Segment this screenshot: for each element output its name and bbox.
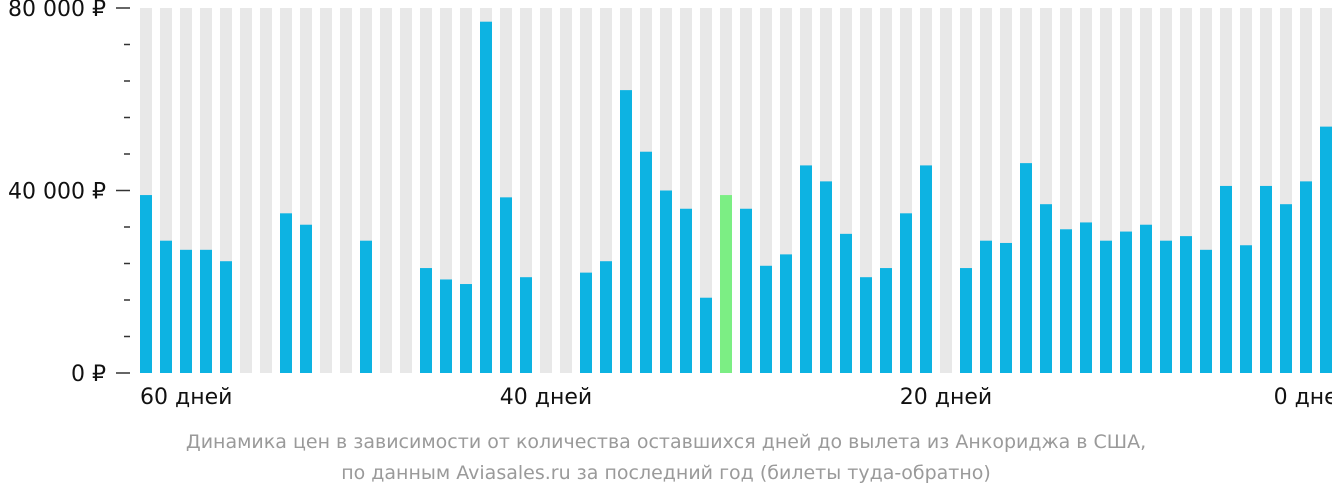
price-bar[interactable] <box>1260 185 1272 373</box>
background-column <box>260 8 272 373</box>
price-bar[interactable] <box>960 268 972 373</box>
price-bar[interactable] <box>1240 245 1252 373</box>
price-bar[interactable] <box>580 272 592 373</box>
price-bar[interactable] <box>980 240 992 373</box>
y-tick-label: 0 ₽ <box>71 362 106 387</box>
background-column <box>540 8 552 373</box>
price-bar[interactable] <box>700 297 712 373</box>
price-bar[interactable] <box>180 249 192 373</box>
x-tick-label: 60 дней <box>140 385 232 410</box>
price-bar[interactable] <box>200 249 212 373</box>
price-bar[interactable] <box>880 268 892 373</box>
price-bar[interactable] <box>360 240 372 373</box>
price-bar[interactable] <box>1320 126 1332 373</box>
x-tick-label: 40 дней <box>500 385 592 410</box>
background-column <box>320 8 332 373</box>
caption-line-1: Динамика цен в зависимости от количества… <box>185 431 1147 453</box>
price-bar[interactable] <box>140 195 152 373</box>
background-column <box>560 8 572 373</box>
y-axis: 80 000 ₽ 40 000 ₽ 0 ₽ <box>8 0 130 387</box>
price-bar[interactable] <box>660 190 672 374</box>
price-bar[interactable] <box>440 279 452 373</box>
price-bar[interactable] <box>1000 242 1012 373</box>
price-bar[interactable] <box>1300 181 1312 373</box>
price-bar[interactable] <box>1160 240 1172 373</box>
price-chart: 80 000 ₽ 40 000 ₽ 0 ₽ 60 дней 40 дней 20 дне… <box>8 0 1332 410</box>
price-bar[interactable] <box>500 197 512 373</box>
price-bar[interactable] <box>160 240 172 373</box>
price-bar[interactable] <box>900 213 912 373</box>
price-bar[interactable] <box>760 265 772 373</box>
x-axis: 60 дней 40 дней 20 дней 0 дней <box>140 385 1332 410</box>
y-tick-label: 80 000 ₽ <box>8 0 106 22</box>
price-bar[interactable] <box>1200 249 1212 373</box>
price-bar[interactable] <box>1220 185 1232 373</box>
price-bar[interactable] <box>1180 236 1192 373</box>
background-columns <box>140 8 1332 373</box>
caption-line-2: по данным Aviasales.ru за последний год … <box>341 462 991 484</box>
background-column <box>700 8 712 373</box>
price-bar[interactable] <box>800 165 812 373</box>
price-bar[interactable] <box>640 151 652 373</box>
price-bar[interactable] <box>1120 231 1132 373</box>
price-bar[interactable] <box>1140 224 1152 373</box>
price-bar[interactable] <box>840 233 852 373</box>
price-bar[interactable] <box>280 213 292 373</box>
background-column <box>460 8 472 373</box>
background-column <box>240 8 252 373</box>
price-bar[interactable] <box>520 277 532 373</box>
price-bar[interactable] <box>920 165 932 373</box>
price-bar[interactable] <box>1080 222 1092 373</box>
price-bar[interactable] <box>420 268 432 373</box>
background-column <box>340 8 352 373</box>
price-bar[interactable] <box>820 181 832 373</box>
price-bar[interactable] <box>1280 204 1292 373</box>
price-bar[interactable] <box>460 284 472 373</box>
price-bar[interactable] <box>680 208 692 373</box>
y-tick-label: 40 000 ₽ <box>8 180 106 205</box>
price-bar[interactable] <box>300 224 312 373</box>
price-bar[interactable] <box>600 261 612 373</box>
background-column <box>940 8 952 373</box>
price-bar[interactable] <box>740 208 752 373</box>
background-column <box>380 8 392 373</box>
price-bar[interactable] <box>1020 163 1032 373</box>
price-bar[interactable] <box>480 21 492 373</box>
price-bar[interactable] <box>1040 204 1052 373</box>
price-bar-cheapest[interactable] <box>720 195 732 373</box>
price-bar[interactable] <box>220 261 232 373</box>
price-bars <box>140 21 1332 374</box>
price-bar[interactable] <box>1100 240 1112 373</box>
price-bar[interactable] <box>1060 229 1072 373</box>
x-tick-label: 20 дней <box>900 385 992 410</box>
price-bar[interactable] <box>860 277 872 373</box>
background-column <box>400 8 412 373</box>
price-bar[interactable] <box>780 254 792 373</box>
price-bar[interactable] <box>620 90 632 373</box>
x-tick-label: 0 дней <box>1274 385 1332 410</box>
